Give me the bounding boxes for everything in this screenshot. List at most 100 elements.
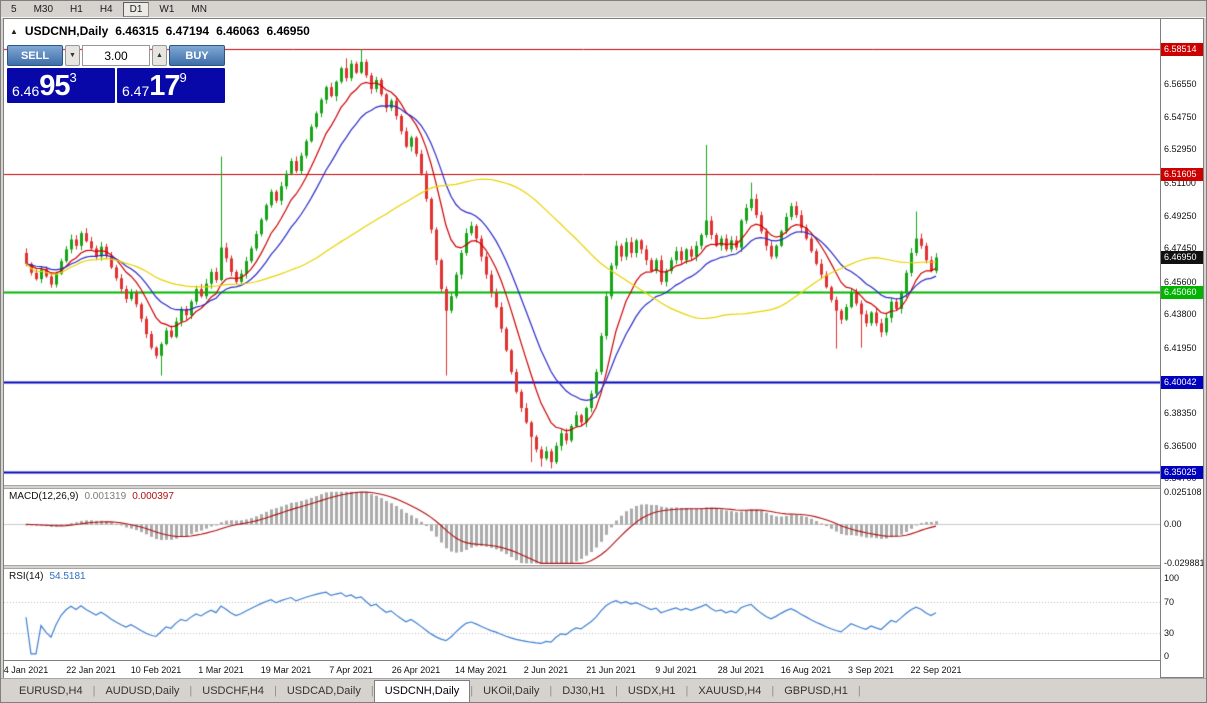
pane-separator[interactable] xyxy=(4,485,1160,489)
chart-tab-gbpusd[interactable]: GBPUSD,H1 xyxy=(784,685,848,697)
volume-decrease-button[interactable]: ▼ xyxy=(65,45,80,66)
price-level-badge: 6.51605 xyxy=(1161,168,1203,181)
time-axis-label: 14 May 2021 xyxy=(454,665,508,675)
tab-divider: | xyxy=(370,685,374,697)
period-button-mn[interactable]: MN xyxy=(191,3,207,15)
time-axis-label: 4 Jan 2021 xyxy=(4,665,49,675)
chart-tab-xauusd[interactable]: XAUUSD,H4 xyxy=(698,685,762,697)
tab-divider: | xyxy=(549,685,553,697)
price-axis-tick: 6.47450 xyxy=(1164,243,1197,253)
price-axis-tick: 6.51100 xyxy=(1164,178,1196,188)
price-axis-tick: 6.36500 xyxy=(1164,441,1197,451)
expand-marker-icon[interactable]: ▲ xyxy=(10,26,18,36)
time-axis-label: 7 Apr 2021 xyxy=(329,665,373,675)
chart-header: ▲ USDCNH,Daily 6.46315 6.47194 6.46063 6… xyxy=(10,24,310,38)
price-level-badge: 6.45060 xyxy=(1161,286,1203,299)
chart-tab-audusd[interactable]: AUDUSD,Daily xyxy=(105,685,180,697)
tab-divider: | xyxy=(470,685,474,697)
rsi-axis-tick: 100 xyxy=(1164,573,1180,583)
price-axis-tick: 6.38350 xyxy=(1164,408,1197,418)
chart-panes: ▲ USDCNH,Daily 6.46315 6.47194 6.46063 6… xyxy=(4,19,1161,679)
chart-tab-eurusd[interactable]: EURUSD,H4 xyxy=(19,685,83,697)
pane-separator[interactable] xyxy=(4,565,1160,569)
tab-divider: | xyxy=(189,685,193,697)
price-level-badge: 6.40042 xyxy=(1161,376,1203,389)
period-button-d1[interactable]: D1 xyxy=(122,1,150,17)
volume-input[interactable] xyxy=(82,45,150,66)
chart-tab-bar: EURUSD,H4 | AUDUSD,Daily | USDCHF,H4 | USDCAD,… xyxy=(1,678,1206,702)
time-axis-label: 16 Aug 2021 xyxy=(780,665,832,675)
rsi-axis-tick: 30 xyxy=(1164,628,1175,638)
price-level-badge: 6.46950 xyxy=(1161,251,1203,264)
macd-label: MACD(12,26,9) 0.001319 0.000397 xyxy=(9,491,174,502)
sell-price-base: 6.46 xyxy=(12,83,40,99)
chart-tab-ukoil[interactable]: UKOil,Daily xyxy=(483,685,540,697)
time-axis-label: 3 Sep 2021 xyxy=(847,665,895,675)
time-axis-label: 9 Jul 2021 xyxy=(655,665,697,675)
sell-price-display[interactable]: 6.46 95 3 xyxy=(7,68,115,103)
macd-axis-tick: 0.00 xyxy=(1164,519,1182,529)
ohlc-low: 6.46063 xyxy=(216,24,260,38)
tab-divider: | xyxy=(685,685,689,697)
time-axis-label: 28 Jul 2021 xyxy=(717,665,765,675)
main-price-pane: ▲ USDCNH,Daily 6.46315 6.47194 6.46063 6… xyxy=(4,19,1160,485)
chart-tab-usdchf[interactable]: USDCHF,H4 xyxy=(202,685,264,697)
time-axis[interactable]: 4 Jan 2021 22 Jan 2021 10 Feb 2021 1 Mar 20… xyxy=(4,660,1160,679)
buy-price-pip: 9 xyxy=(179,70,187,85)
ohlc-high: 6.47194 xyxy=(165,24,210,38)
macd-value-main: 0.001319 xyxy=(84,491,127,502)
time-axis-label: 22 Jan 2021 xyxy=(66,665,116,675)
time-axis-label: 19 Mar 2021 xyxy=(260,665,312,675)
ohlc-close: 6.46950 xyxy=(266,24,310,38)
rsi-value: 54.5181 xyxy=(49,571,86,582)
tab-divider: | xyxy=(857,685,861,697)
tab-divider: | xyxy=(771,685,775,697)
buy-price-display[interactable]: 6.47 17 9 xyxy=(117,68,225,103)
buy-price-big: 17 xyxy=(149,70,180,102)
rsi-name: RSI(14) xyxy=(9,571,44,582)
rsi-canvas[interactable] xyxy=(4,569,1160,660)
chart-tab-usdx[interactable]: USDX,H1 xyxy=(627,685,676,697)
macd-axis-tick: 0.025108 xyxy=(1164,487,1202,497)
price-axis-tick: 6.54750 xyxy=(1164,112,1197,122)
tab-divider: | xyxy=(274,685,277,697)
period-button-5[interactable]: 5 xyxy=(11,3,17,15)
sell-price-big: 95 xyxy=(39,70,70,102)
time-axis-label: 22 Sep 2021 xyxy=(910,665,962,675)
ohlc-open: 6.46315 xyxy=(115,24,159,38)
time-axis-label: 2 Jun 2021 xyxy=(523,665,569,675)
macd-value-signal: 0.000397 xyxy=(132,491,174,502)
time-axis-label: 1 Mar 2021 xyxy=(198,665,244,675)
price-axis-tick: 6.49250 xyxy=(1164,211,1197,221)
buy-button[interactable]: BUY xyxy=(169,45,225,66)
time-axis-label: 21 Jun 2021 xyxy=(586,665,636,675)
price-axis-tick: 6.45600 xyxy=(1164,277,1197,287)
time-axis-label: 10 Feb 2021 xyxy=(130,665,182,675)
macd-pane: MACD(12,26,9) 0.001319 0.000397 xyxy=(4,489,1160,565)
buy-price-base: 6.47 xyxy=(122,83,150,99)
period-button-w1[interactable]: W1 xyxy=(159,3,175,15)
macd-name: MACD(12,26,9) xyxy=(9,491,79,502)
period-button-m30[interactable]: M30 xyxy=(33,3,54,15)
chart-tab-usdcad[interactable]: USDCAD,Daily xyxy=(286,685,361,697)
period-button-h4[interactable]: H4 xyxy=(99,3,113,15)
price-axis[interactable]: 6.56550 6.54750 6.52950 6.51100 6.49250 6.474… xyxy=(1161,19,1203,677)
sell-price-pip: 3 xyxy=(69,70,77,85)
chart-symbol-label: USDCNH,Daily xyxy=(24,24,109,38)
rsi-axis-tick: 70 xyxy=(1164,597,1175,607)
chart-tab-usdcnh[interactable]: USDCNH,Daily xyxy=(373,680,471,702)
price-level-badge: 6.58514 xyxy=(1161,43,1203,56)
macd-canvas[interactable] xyxy=(4,489,1160,565)
price-level-badge: 6.35025 xyxy=(1161,466,1203,479)
period-toolbar: 5 M30 H1 H4 D1 W1 MN xyxy=(1,1,1206,18)
time-axis-label: 26 Apr 2021 xyxy=(391,665,441,675)
tab-divider: | xyxy=(92,685,96,697)
price-axis-tick: 6.52950 xyxy=(1164,144,1197,154)
chart-tab-dj30[interactable]: DJ30,H1 xyxy=(562,685,605,697)
volume-increase-button[interactable]: ▲ xyxy=(152,45,167,66)
price-axis-tick: 6.41950 xyxy=(1164,343,1197,353)
period-button-h1[interactable]: H1 xyxy=(70,3,83,15)
sell-button[interactable]: SELL xyxy=(7,45,63,66)
price-axis-tick: 6.43800 xyxy=(1164,309,1197,319)
